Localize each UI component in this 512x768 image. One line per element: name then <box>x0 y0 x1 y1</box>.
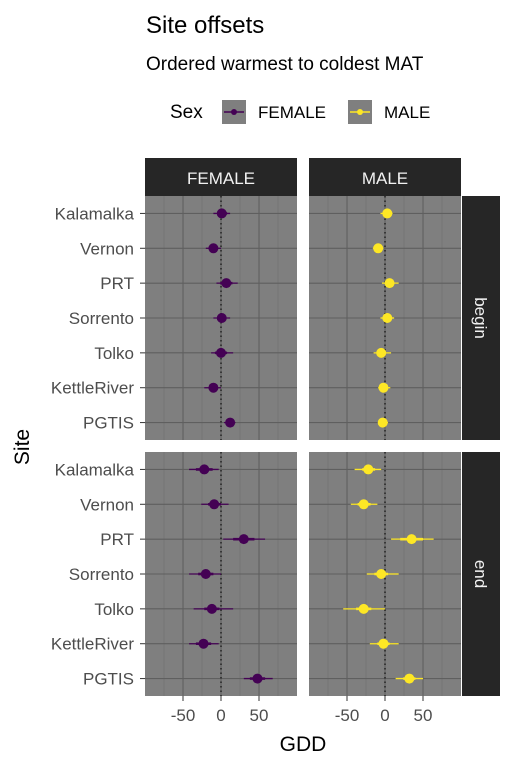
strip-label: FEMALE <box>187 169 255 188</box>
x-axis-label: GDD <box>280 733 327 756</box>
y-tick-label: Tolko <box>94 344 134 363</box>
data-point <box>376 347 387 358</box>
data-point <box>382 313 393 323</box>
x-tick-label: 50 <box>250 706 269 725</box>
x-tick-label: -50 <box>171 706 196 725</box>
data-point <box>378 382 389 393</box>
legend-key-point <box>357 109 363 115</box>
y-tick-label: PGTIS <box>83 414 134 433</box>
strip-female <box>145 158 297 196</box>
y-axis-label: Site <box>11 429 34 465</box>
data-point <box>363 464 374 475</box>
y-tick-label: PRT <box>100 530 134 549</box>
chart-subtitle: Ordered warmest to coldest MAT <box>146 54 424 75</box>
data-point <box>358 603 369 614</box>
series-male-begin <box>372 208 399 428</box>
data-point <box>216 208 227 219</box>
strip-label: end <box>471 560 490 588</box>
data-point <box>406 534 417 545</box>
data-point <box>198 638 209 649</box>
x-tick-label: 50 <box>414 706 433 725</box>
strip-end <box>462 452 500 696</box>
axes: Kalamalka Vernon PRT Sorrento Tolko KettleRiv… <box>51 204 433 725</box>
legend-label: MALE <box>384 103 430 122</box>
strip-male <box>309 158 461 196</box>
data-point <box>378 638 389 649</box>
data-point <box>216 313 227 323</box>
y-tick-label: PGTIS <box>83 670 134 689</box>
legend-key-point <box>231 109 237 115</box>
y-tick-label: Tolko <box>94 600 134 619</box>
strip-label: begin <box>471 297 490 339</box>
data-point <box>377 417 388 428</box>
data-point <box>200 569 211 579</box>
data-point <box>252 673 263 684</box>
y-tick-label: Sorrento <box>69 565 134 584</box>
series-male-end <box>343 464 434 684</box>
data-point <box>376 569 387 579</box>
y-tick-label: Sorrento <box>69 309 134 328</box>
strip-begin <box>462 196 500 440</box>
y-tick-label: PRT <box>100 274 134 293</box>
data-point <box>199 464 210 475</box>
y-tick-label: KettleRiver <box>51 635 134 654</box>
y-tick-label: Kalamalka <box>55 204 135 223</box>
legend-title: Sex <box>170 102 203 123</box>
data-point <box>225 417 236 428</box>
legend-label: FEMALE <box>258 103 326 122</box>
strip-label: MALE <box>362 169 408 188</box>
series-female-begin <box>204 208 238 428</box>
x-tick-label: -50 <box>335 706 360 725</box>
y-tick-label: KettleRiver <box>51 379 134 398</box>
data-point <box>404 673 415 684</box>
data-point <box>221 278 232 289</box>
data-point <box>373 243 384 254</box>
facet-panels <box>145 196 461 696</box>
chart-title: Site offsets <box>146 12 264 39</box>
y-tick-label: Vernon <box>80 239 134 258</box>
facet-strips: FEMALE MALE begin end <box>145 158 500 696</box>
series-female-end <box>189 464 273 684</box>
legend: Sex FEMALE MALE <box>170 100 430 124</box>
data-point <box>208 382 219 393</box>
data-point <box>208 243 219 254</box>
x-tick-label: 0 <box>380 706 389 725</box>
data-point <box>384 278 395 289</box>
data-point <box>358 499 369 510</box>
x-tick-label: 0 <box>216 706 225 725</box>
data-point <box>216 347 226 358</box>
data-point <box>209 499 220 510</box>
y-tick-label: Kalamalka <box>55 460 135 479</box>
data-point <box>238 534 249 545</box>
y-tick-label: Vernon <box>80 495 134 514</box>
data-point <box>382 208 393 219</box>
data-point <box>206 603 217 614</box>
